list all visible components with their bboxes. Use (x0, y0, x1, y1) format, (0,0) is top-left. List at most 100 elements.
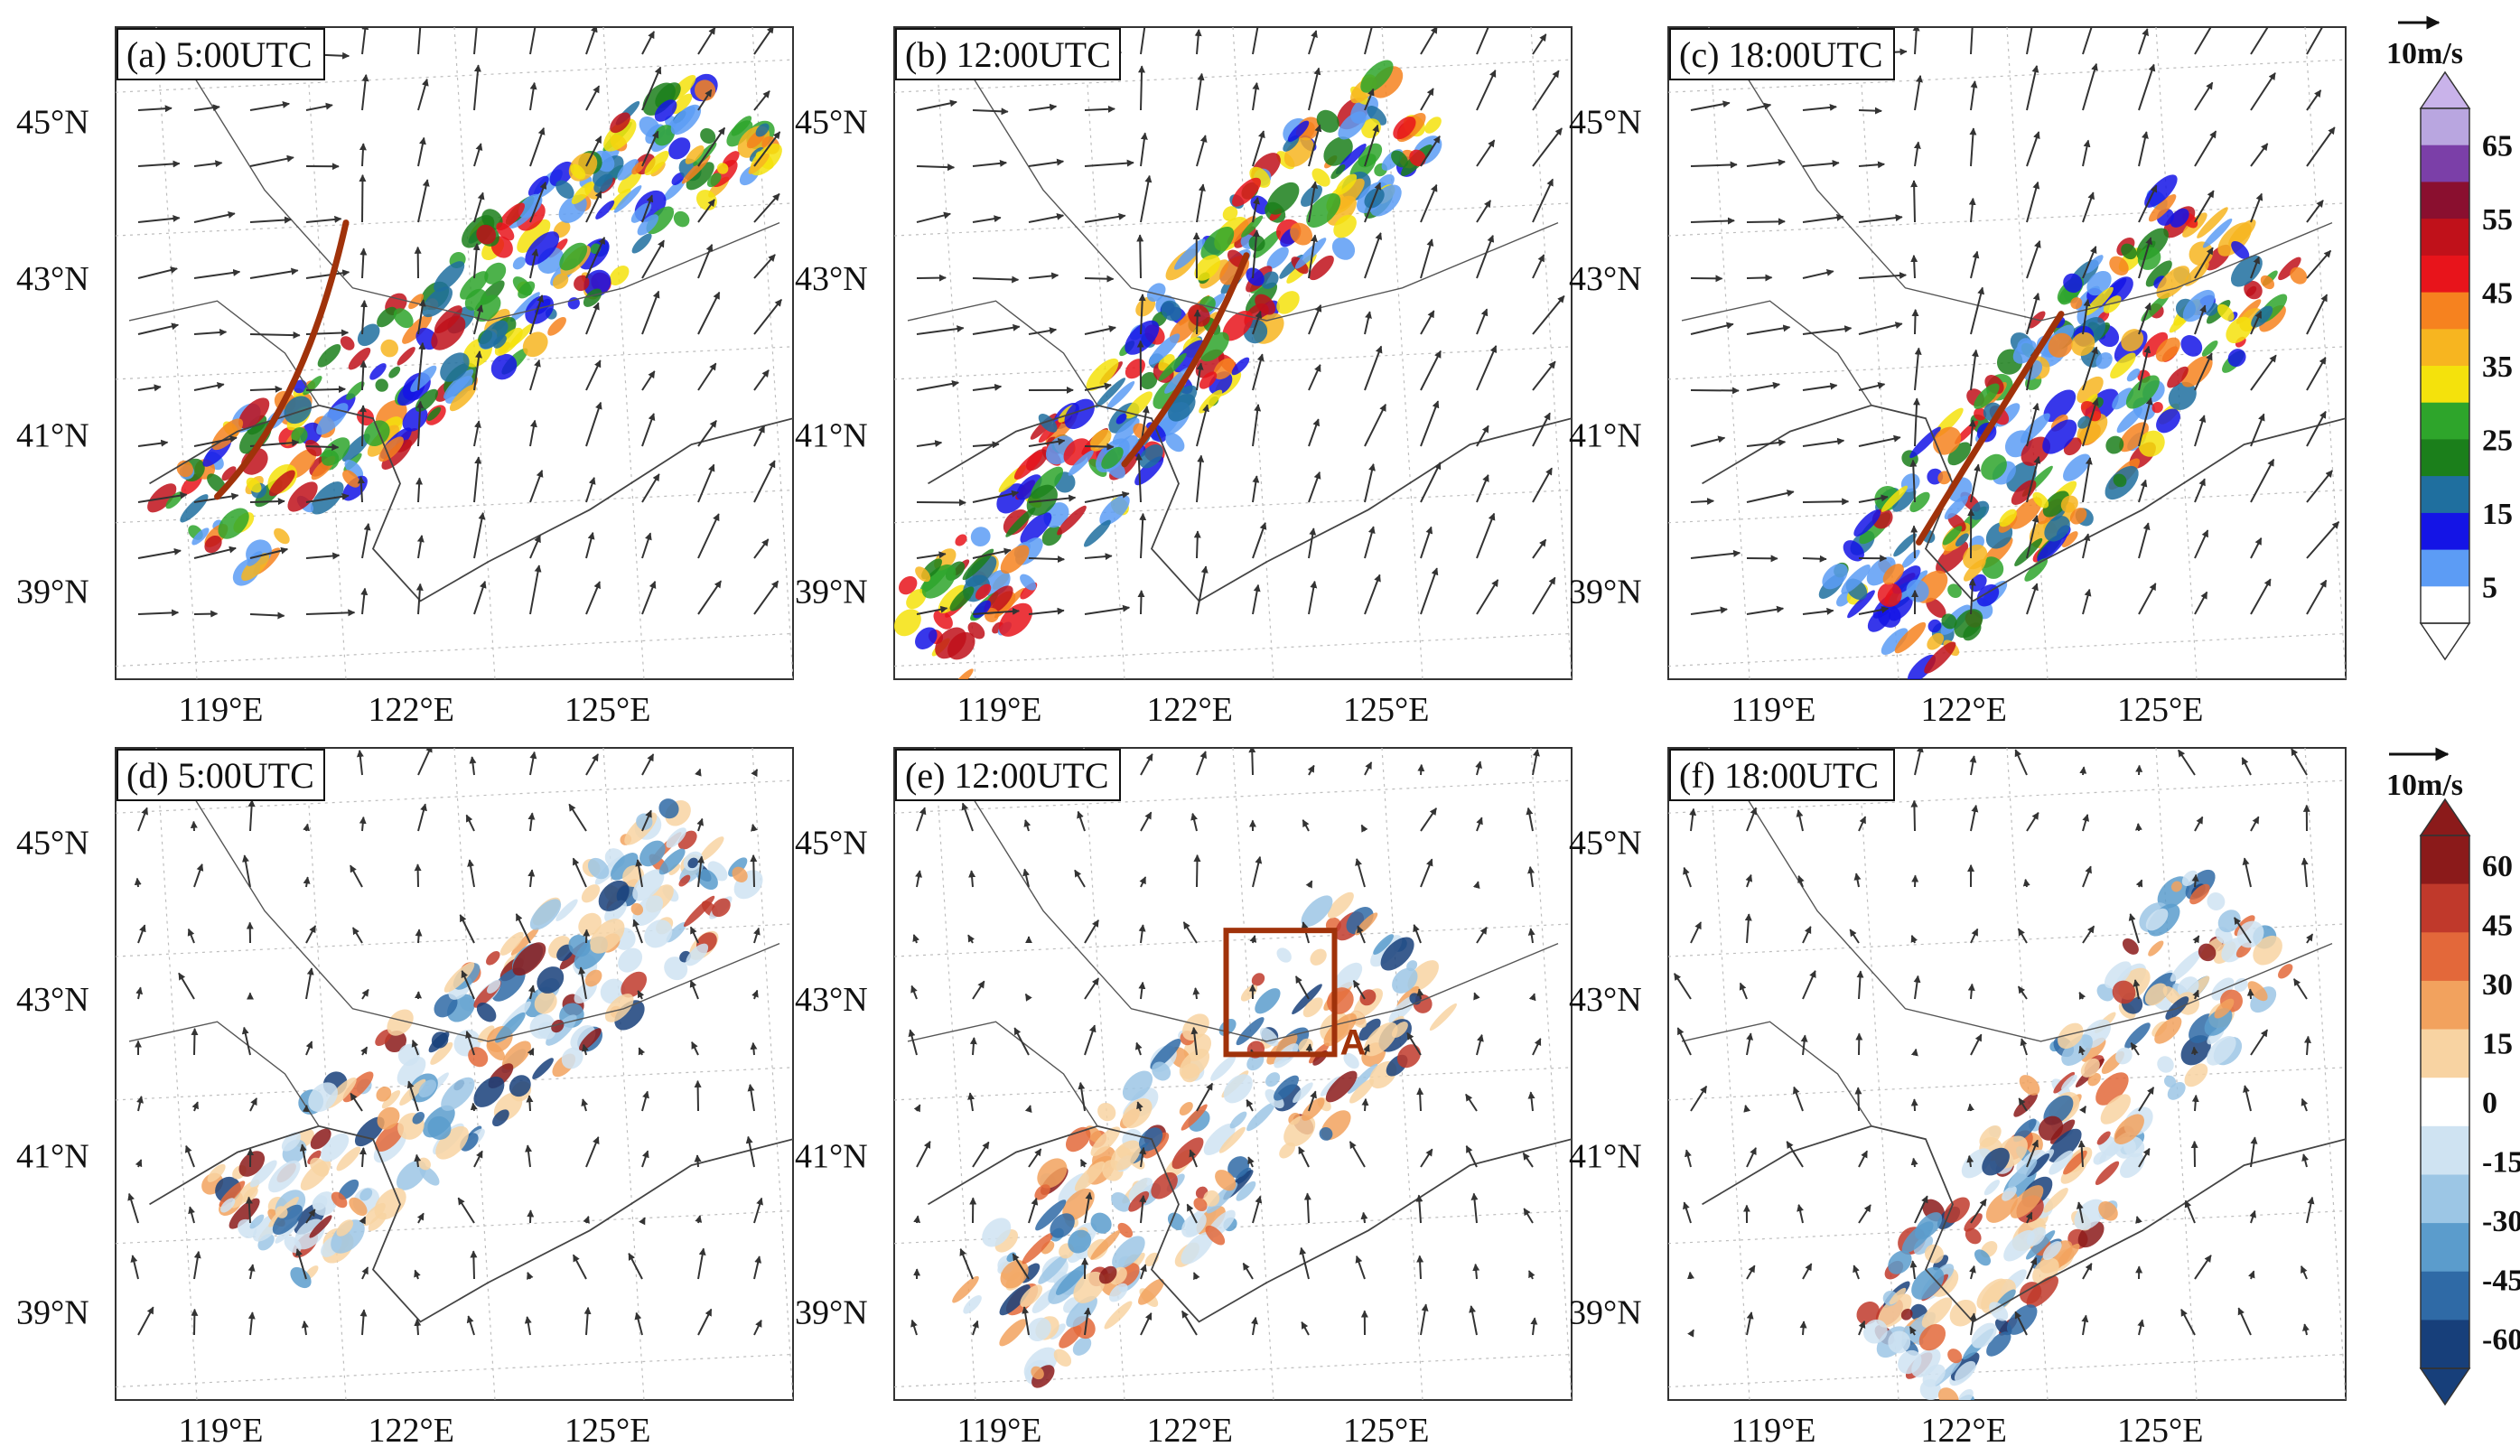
colorbar-segment (2421, 1125, 2469, 1175)
y-tick-label: 43°N (1569, 981, 1642, 1019)
y-tick-label: 43°N (795, 981, 868, 1019)
y-tick-label: 39°N (16, 1294, 89, 1332)
colorbar-triangle-top (2419, 70, 2471, 109)
colorbar-segment (2421, 145, 2469, 182)
x-tick-label: 122°E (369, 691, 454, 729)
panel-label-d: (d) 5:00UTC (117, 749, 325, 801)
colorbar-tick-label: 55 (2482, 203, 2513, 237)
panel-a: (a) 5:00UTC 45°N 43°N 41°N 39°N 119°E 122°E 125… (16, 26, 794, 729)
colorbar-segment (2421, 883, 2469, 933)
colorbar-tick-label: 60 (2482, 850, 2513, 883)
y-tick-label: 43°N (16, 260, 89, 298)
panel-c: (c) 18:00UTC 45°N 43°N 41°N 39°N 119°E 122°E 12… (1569, 26, 2347, 729)
panel-b: (b) 12:00UTC 45°N 43°N 41°N 39°N 119°E 122°E 12… (795, 26, 1573, 729)
colorbar-segment (2421, 219, 2469, 257)
colorbar-tick-label: 45 (2482, 909, 2513, 942)
colorbar-tick-label: 45 (2482, 277, 2513, 311)
panel-label-text: (b) 12:00UTC (905, 34, 1111, 75)
y-tick-label: 43°N (16, 981, 89, 1019)
colorbar-reflectivity: 65 55 45 35 25 15 5 (2419, 70, 2513, 661)
colorbar-segment (2421, 1320, 2469, 1369)
front-line (1121, 252, 1250, 468)
x-tick-label: 125°E (2117, 1412, 2203, 1450)
panel-d: (d) 5:00UTC 45°N 43°N 41°N 39°N 119°E 122°E 125… (16, 747, 794, 1450)
colorbar-segment (2421, 108, 2469, 146)
y-tick-label: 39°N (16, 574, 89, 611)
front-line (1916, 311, 2065, 546)
colorbar-tick-label: -15 (2482, 1146, 2520, 1180)
x-tick-label: 125°E (565, 1412, 650, 1450)
colorbar-tick-label: 65 (2482, 130, 2513, 163)
map-panels: (a) 5:00UTC 45°N 43°N 41°N 39°N 119°E 122°E 125… (16, 26, 2347, 1450)
x-tick-label: 122°E (1921, 1412, 2007, 1450)
y-tick-label: 45°N (795, 104, 868, 142)
y-tick-label: 43°N (795, 260, 868, 298)
y-tick-label: 41°N (795, 416, 868, 454)
y-tick-label: 39°N (1569, 1294, 1642, 1332)
y-tick-label: 39°N (795, 574, 868, 611)
colorbar-segment (2421, 1029, 2469, 1078)
y-tick-label: 45°N (16, 825, 89, 863)
colorbar-segment (2421, 549, 2469, 587)
colorbar-segment (2421, 586, 2469, 624)
colorbar-segment (2421, 439, 2469, 477)
colorbar-segment (2421, 329, 2469, 367)
colorbar-triangle-top (2419, 798, 2471, 836)
panel-frame (893, 747, 1573, 1401)
panel-label-e: (e) 12:00UTC (895, 749, 1121, 801)
colorbar-segment (2421, 255, 2469, 294)
box-a (1223, 928, 1338, 1058)
y-tick-label: 45°N (1569, 104, 1642, 142)
panel-label-text: (f) 18:00UTC (1679, 755, 1879, 796)
colorbar-tick-label: 30 (2482, 968, 2513, 1002)
colorbar-segment (2421, 932, 2469, 982)
y-tick-label: 39°N (1569, 574, 1642, 611)
colorbar-segment (2421, 1223, 2469, 1273)
colorbar-segment (2421, 1174, 2469, 1224)
panel-label-text: (d) 5:00UTC (126, 755, 314, 796)
panel-frame (115, 26, 794, 680)
colorbar-tick-label: 15 (2482, 498, 2513, 531)
colorbar-tick-label: 25 (2482, 424, 2513, 457)
y-tick-label: 41°N (16, 416, 89, 454)
panel-label-a: (a) 5:00UTC (117, 28, 325, 80)
x-tick-label: 119°E (957, 691, 1042, 729)
panel-label-text: (a) 5:00UTC (126, 34, 313, 75)
colorbar-tick-label: -45 (2482, 1265, 2520, 1298)
box-a-label: A (1340, 1022, 1367, 1062)
colorbar-tick-label: -60 (2482, 1323, 2520, 1357)
panel-label-text: (e) 12:00UTC (905, 755, 1109, 796)
colorbar-segment (2421, 182, 2469, 219)
x-tick-label: 122°E (1147, 691, 1233, 729)
x-tick-label: 122°E (1921, 691, 2007, 729)
x-tick-label: 122°E (369, 1412, 454, 1450)
x-tick-label: 125°E (565, 691, 650, 729)
x-tick-label: 119°E (179, 691, 264, 729)
colorbar-segment (2421, 1078, 2469, 1127)
y-tick-label: 45°N (16, 104, 89, 142)
x-tick-label: 119°E (957, 1412, 1042, 1450)
y-tick-label: 45°N (1569, 825, 1642, 863)
panel-label-text: (c) 18:00UTC (1679, 34, 1883, 75)
colorbar-segment (2421, 292, 2469, 330)
colorbar-segment (2421, 512, 2469, 551)
y-tick-label: 41°N (1569, 1137, 1642, 1175)
x-tick-label: 125°E (1343, 1412, 1429, 1450)
panel-e: A (e) 12:00UTC 45°N 43°N 41°N 39°N 119°E 122°E 1… (795, 747, 1573, 1450)
y-tick-label: 41°N (795, 1137, 868, 1175)
y-tick-label: 41°N (1569, 416, 1642, 454)
y-tick-label: 43°N (1569, 260, 1642, 298)
reference-vector-bottom: 10m/s (2386, 747, 2463, 802)
colorbar-tick-label: 5 (2482, 571, 2497, 604)
reference-vector-top: 10m/s (2386, 15, 2463, 70)
panel-label-c: (c) 18:00UTC (1669, 28, 1895, 80)
x-tick-label: 119°E (1731, 1412, 1816, 1450)
colorbar-tick-label: 35 (2482, 350, 2513, 384)
panel-label-f: (f) 18:00UTC (1669, 749, 1895, 801)
panel-label-b: (b) 12:00UTC (895, 28, 1121, 80)
x-tick-label: 125°E (1343, 691, 1429, 729)
front-line (214, 219, 350, 500)
y-tick-label: 45°N (795, 825, 868, 863)
colorbar-triangle-bottom (2419, 1367, 2471, 1406)
